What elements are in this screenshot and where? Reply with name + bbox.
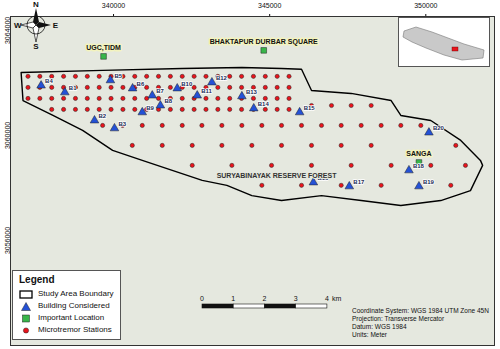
svg-text:B9: B9: [146, 105, 154, 111]
svg-text:3056000: 3056000: [4, 227, 11, 254]
svg-text:S: S: [33, 42, 39, 50]
svg-text:1: 1: [231, 295, 235, 302]
svg-text:B7: B7: [156, 88, 164, 94]
html-text:Projection: Transverse Mercato: Projection: Transverse Mercator: [352, 315, 445, 322]
svg-text:B19: B19: [423, 179, 435, 185]
svg-text:B8: B8: [164, 98, 172, 104]
svg-text:B4: B4: [45, 78, 53, 84]
svg-text:B13: B13: [246, 89, 258, 95]
svg-text:B20: B20: [433, 125, 445, 131]
svg-text:B15: B15: [304, 105, 316, 111]
svg-text:B2: B2: [98, 113, 106, 119]
svg-text:B12: B12: [216, 75, 228, 81]
html-text:Coordinate System: WGS 1984 UT: Coordinate System: WGS 1984 UTM Zone 45N: [352, 307, 489, 314]
svg-text:km: km: [332, 295, 342, 302]
html-text:Important Location: Important Location: [38, 313, 105, 322]
html-text:Study Area Boundary: Study Area Boundary: [38, 289, 114, 298]
svg-text:N: N: [33, 0, 39, 9]
html-text:Datum: WGS 1984: Datum: WGS 1984: [352, 323, 407, 330]
svg-text:340000: 340000: [102, 2, 125, 9]
svg-text:B11: B11: [201, 88, 212, 94]
html-text:Legend: Legend: [19, 274, 55, 285]
html-text:Units: Meter: Units: Meter: [352, 331, 387, 338]
svg-text:4: 4: [325, 295, 329, 302]
svg-text:2: 2: [262, 295, 266, 302]
svg-text:E: E: [53, 21, 59, 30]
svg-text:3060000: 3060000: [4, 122, 11, 149]
svg-text:BHAKTAPUR DURBAR SQUARE: BHAKTAPUR DURBAR SQUARE: [210, 38, 318, 46]
svg-text:3: 3: [294, 295, 298, 302]
html-text:Microtremor Stations: Microtremor Stations: [38, 325, 112, 334]
svg-text:SANGA: SANGA: [406, 150, 431, 157]
svg-text:B14: B14: [258, 101, 270, 107]
svg-text:3064000: 3064000: [4, 17, 11, 44]
svg-text:B1: B1: [69, 85, 77, 91]
svg-text:B5: B5: [114, 73, 122, 79]
svg-text:W: W: [14, 21, 22, 30]
svg-text:B18: B18: [413, 163, 425, 169]
html-text:Building Considered: Building Considered: [38, 301, 110, 310]
svg-text:B3: B3: [118, 121, 126, 127]
svg-text:B6: B6: [137, 81, 145, 87]
svg-text:UGC,TIDM: UGC,TIDM: [86, 44, 121, 52]
svg-text:0: 0: [200, 295, 204, 302]
svg-text:350000: 350000: [414, 2, 437, 9]
svg-text:SURYABINAYAK RESERVE FOREST: SURYABINAYAK RESERVE FOREST: [217, 172, 338, 179]
svg-text:B10: B10: [181, 81, 193, 87]
svg-text:B17: B17: [353, 179, 365, 185]
svg-text:345000: 345000: [258, 2, 281, 9]
